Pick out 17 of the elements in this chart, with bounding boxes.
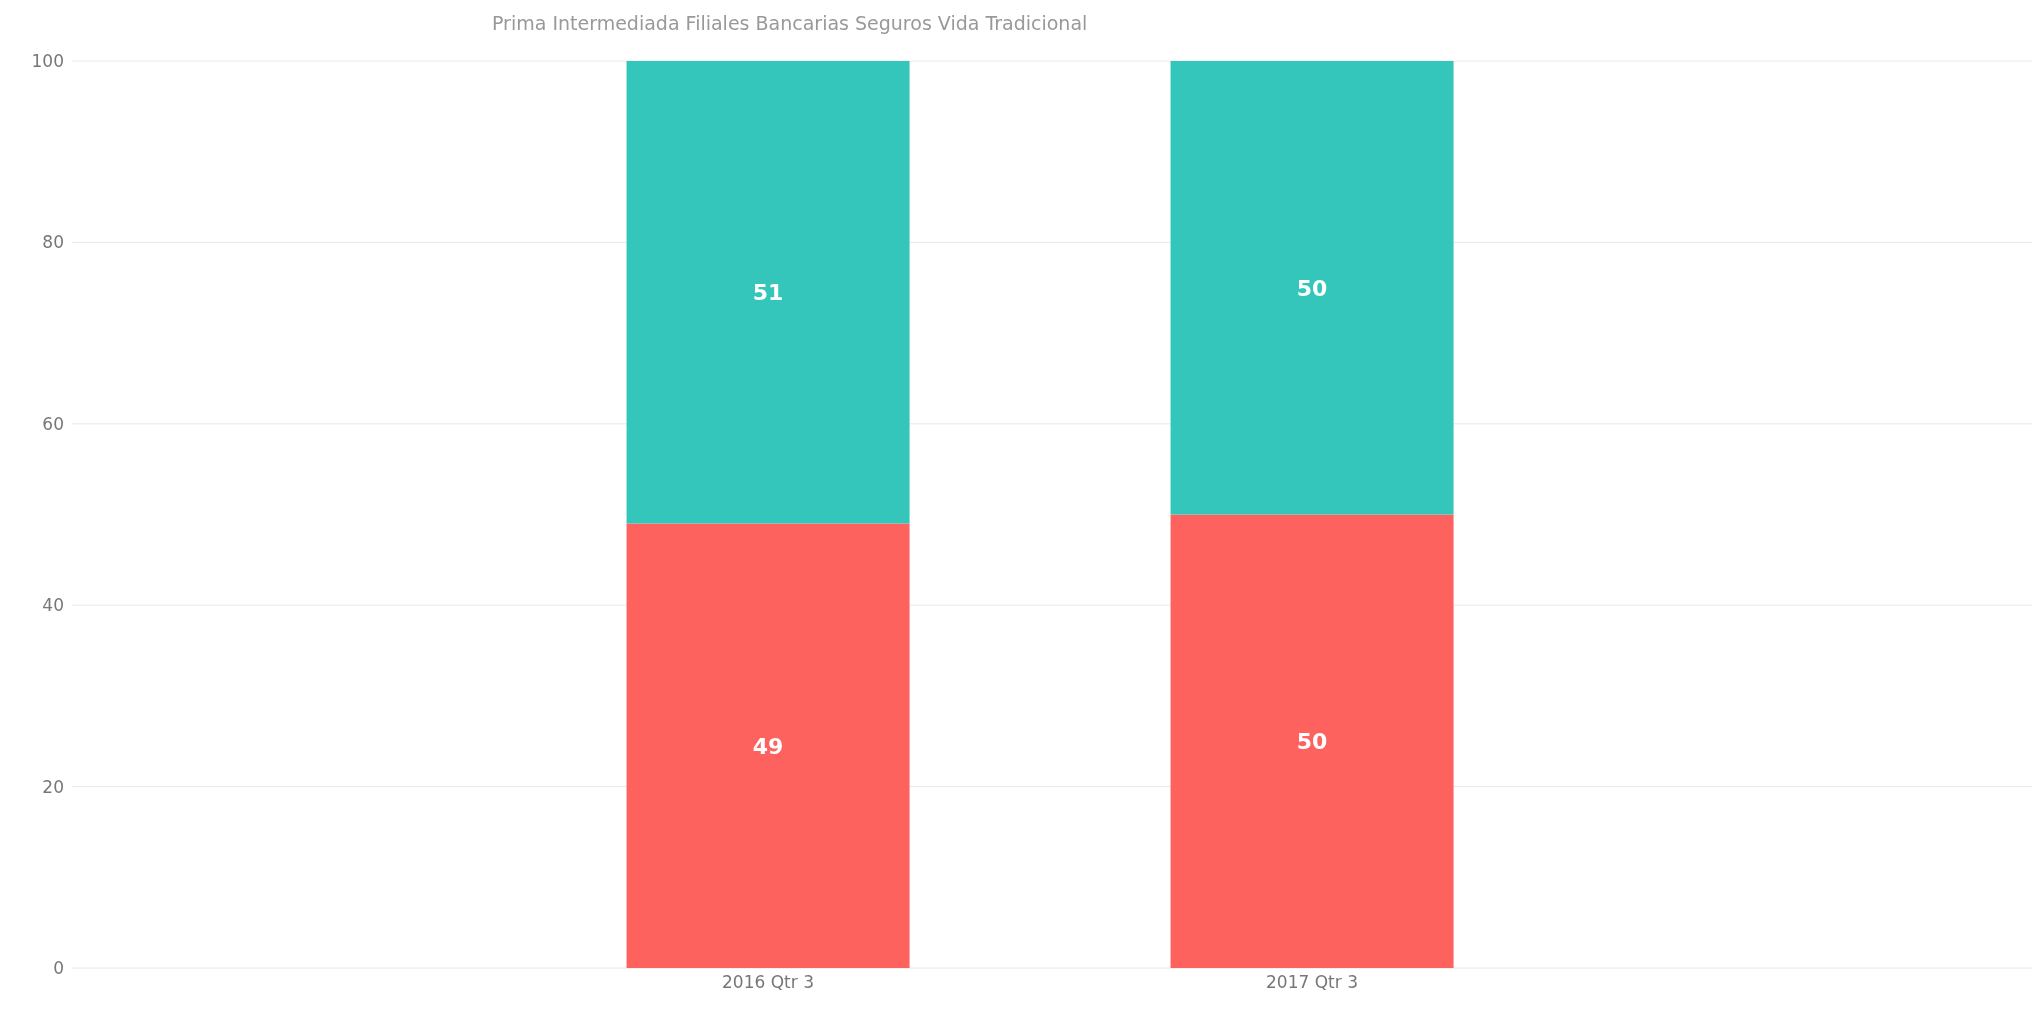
y-tick-label: 40 [42,595,64,616]
bar [626,61,910,524]
chart-title: Prima Intermediada Filiales Bancarias Seguros Vida Tradicional [492,12,1088,34]
y-tick-label: 100 [31,51,64,72]
y-tick-label: 20 [42,776,64,797]
y-tick-label: 0 [53,958,64,979]
y-tick-label: 60 [42,413,64,434]
data-label: 51 [752,280,784,306]
data-label: 49 [752,733,784,759]
y-tick-label: 80 [42,232,64,253]
bar [626,523,910,968]
x-tick-label: 2017 Qtr 3 [1266,972,1358,993]
bar [1170,61,1454,515]
data-label: 50 [1296,729,1328,755]
x-tick-label: 2016 Qtr 3 [722,972,814,993]
data-label: 50 [1296,275,1328,301]
bar [1170,514,1454,968]
